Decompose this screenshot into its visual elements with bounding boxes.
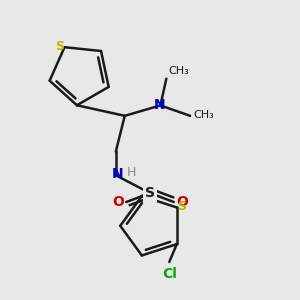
Text: N: N: [153, 98, 165, 112]
Text: S: S: [55, 40, 64, 53]
Text: O: O: [112, 195, 124, 209]
Text: CH₃: CH₃: [193, 110, 214, 120]
Text: S: S: [177, 200, 186, 213]
Text: N: N: [112, 167, 123, 182]
Text: CH₃: CH₃: [169, 66, 190, 76]
Text: O: O: [176, 195, 188, 209]
Text: Cl: Cl: [162, 267, 177, 281]
Text: S: S: [145, 186, 155, 200]
Text: H: H: [127, 166, 136, 179]
